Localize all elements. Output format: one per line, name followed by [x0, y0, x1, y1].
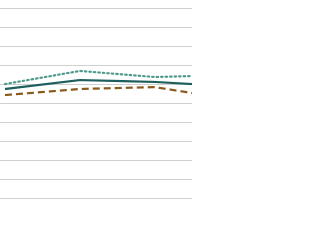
- series-line: [4, 85, 193, 97]
- series-line: [3, 69, 194, 86]
- series-line: [4, 78, 193, 91]
- chart: [0, 8, 194, 199]
